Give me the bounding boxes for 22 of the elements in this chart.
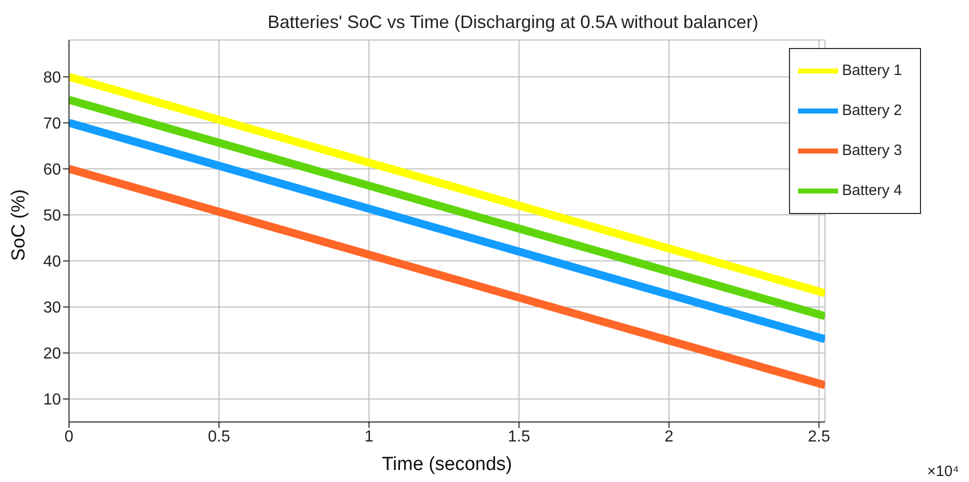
x-axis-title: Time (seconds)	[382, 454, 512, 475]
y-tick-label: 60	[43, 162, 62, 179]
legend-label: Battery 3	[842, 142, 902, 160]
legend-label: Battery 4	[842, 182, 902, 200]
x-tick-label: 0	[64, 428, 74, 446]
chart-title: Batteries' SoC vs Time (Discharging at 0.5A without balancer)	[266, 12, 760, 33]
y-tick-label: 40	[43, 254, 62, 271]
x-tick-label: 1	[364, 428, 374, 446]
x-tick-label: 1.5	[508, 428, 530, 446]
x-tick-label: 2.5	[808, 428, 830, 446]
y-tick-label: 10	[43, 392, 62, 409]
x-tick-label: 2	[664, 428, 674, 446]
y-tick-label: 80	[43, 70, 62, 86]
y-tick-label: 20	[43, 346, 62, 363]
text: ×10⁴	[927, 463, 959, 480]
x-tick-label: 0.5	[208, 428, 230, 446]
y-axis-title: SoC (%)	[8, 189, 30, 261]
y-tick-label: 50	[43, 208, 62, 225]
legend-label: Battery 1	[842, 62, 902, 80]
y-tick-label: 30	[43, 300, 62, 317]
legend-label: Battery 2	[842, 102, 902, 120]
y-tick-label: 70	[43, 116, 62, 133]
